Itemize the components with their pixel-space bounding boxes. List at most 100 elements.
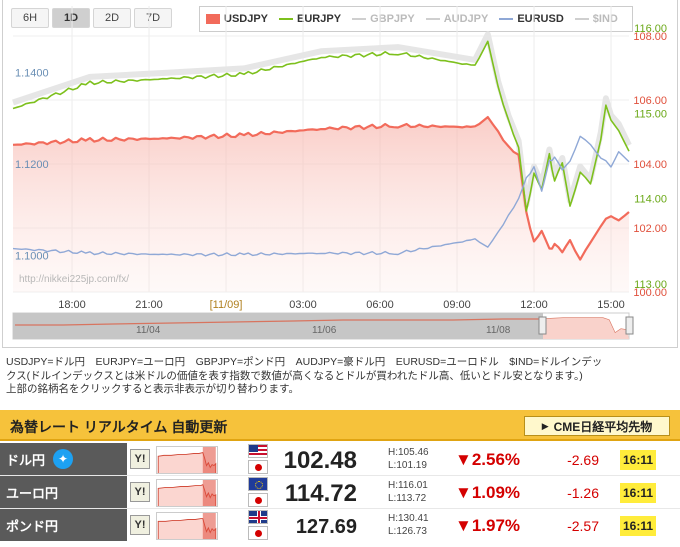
play-arrow-icon: ▶ — [541, 420, 549, 431]
legend-item-audjpy[interactable]: AUDJPY — [425, 13, 489, 25]
sparkline-gbpjpy[interactable] — [156, 512, 218, 540]
pair-name-gbpjpy[interactable]: ポンド円 — [0, 509, 127, 541]
left-axis-labels: 1.1400 1.1200 1.1000 — [15, 68, 49, 263]
legend-item-eurjpy[interactable]: EURJPY — [279, 13, 341, 25]
usdjpy-axis-tick-label: 100.00 — [633, 287, 667, 299]
rate-row-gbpjpy: ポンド円 Y! 127.69 H:130.41 L:126.73 ▼1.97% -… — [0, 509, 680, 542]
eu-flag-icon — [248, 477, 268, 491]
description-line: 上部の銘柄名をクリックすると表示非表示が切り替わります。 — [6, 383, 299, 396]
legend-label: $IND — [592, 13, 618, 25]
yahoo-link-button[interactable]: Y! — [130, 515, 150, 535]
legend-item-ind[interactable]: $IND — [574, 13, 618, 25]
navigator-handle-right[interactable] — [625, 316, 634, 335]
legend-item-usdjpy[interactable]: USDJPY — [206, 13, 268, 25]
rate-high: H:130.41 — [388, 513, 429, 524]
jp-flag-sun — [255, 530, 262, 537]
rate-change: -2.69 — [567, 452, 599, 468]
rate-time: 16:11 — [620, 483, 656, 503]
rate-change: -1.26 — [567, 485, 599, 501]
range-button-1d[interactable]: 1D — [52, 8, 90, 28]
yahoo-link-button[interactable]: Y! — [130, 449, 150, 469]
rate-change-percent: ▼1.97% — [455, 516, 521, 535]
navigator-label: 11/08 — [486, 325, 511, 336]
usdjpy-line — [12, 115, 630, 261]
cme-button-label: CME日経平均先物 — [553, 419, 653, 434]
rate-high-low: H:105.46 L:101.19 — [388, 446, 429, 472]
left-axis-tick-label: 1.1000 — [15, 250, 49, 262]
left-axis-tick-label: 1.1200 — [15, 159, 49, 171]
x-axis-tick-label: 12:00 — [520, 299, 548, 311]
range-button-2d[interactable]: 2D — [93, 8, 131, 28]
us-flag-icon — [248, 444, 268, 458]
chart-legend: USDJPY EURJPY GBPJPY AUDJPY EURUSD $IND — [199, 6, 633, 32]
legend-item-eurusd[interactable]: EURUSD — [499, 13, 564, 25]
sparkline-usdjpy[interactable] — [156, 446, 218, 474]
uk-flag-red-v — [258, 511, 260, 523]
rate-high-low: H:130.41 L:126.73 — [388, 512, 429, 538]
rate-row-eurjpy: ユーロ円 Y! 114.72 H:116.01 L:113.72 ▼1.09% -… — [0, 476, 680, 509]
usdjpy-axis-tick-label: 102.00 — [633, 223, 667, 235]
jp-flag-icon — [248, 460, 268, 474]
navigator-unselected-range — [13, 313, 543, 339]
x-axis-tick-label: 09:00 — [443, 299, 471, 311]
legend-label: GBPJPY — [370, 13, 415, 25]
rate-price: 114.72 — [284, 480, 357, 507]
pair-name-eurjpy[interactable]: ユーロ円 — [0, 476, 127, 508]
line-chart: http://nikkei225jp.com/fx/ 18:00 21:00 [11… — [12, 6, 667, 340]
x-axis-tick-label: 18:00 — [58, 299, 86, 311]
rate-time: 16:11 — [620, 516, 656, 536]
pair-name-usdjpy[interactable]: ドル円 ✦ — [0, 443, 127, 475]
eurjpy-axis-tick-label: 114.00 — [634, 194, 667, 206]
jp-flag-icon — [248, 493, 268, 507]
eu-flag-stars — [255, 481, 263, 489]
uk-flag-icon — [248, 510, 268, 524]
x-axis-tick-label: 21:00 — [135, 299, 163, 311]
cme-nikkei-futures-button[interactable]: ▶ CME日経平均先物 — [524, 416, 670, 436]
legend-label: USDJPY — [224, 13, 269, 25]
rate-low: L:126.73 — [388, 526, 427, 537]
rate-low: L:113.72 — [388, 493, 427, 504]
x-axis-tick-label: 03:00 — [289, 299, 317, 311]
eurjpy-axis-tick-label: 116.00 — [634, 23, 667, 35]
navigator-handle-left[interactable] — [538, 316, 547, 335]
usdjpy-axis-tick-label: 104.00 — [633, 159, 667, 171]
legend-label: EURUSD — [517, 13, 564, 25]
legend-swatch — [279, 18, 294, 20]
rate-high: H:116.01 — [388, 480, 428, 491]
x-axis-labels: 18:00 21:00 [11/09] 03:00 06:00 09:00 12:00 15:… — [58, 299, 625, 311]
description-line: クス(ドルインデックスとは米ドルの価値を表す指数で数値が高くなるとドルが買われた… — [6, 369, 583, 382]
legend-label: AUDJPY — [443, 13, 489, 25]
usdjpy-area — [13, 117, 629, 292]
rate-high-low: H:116.01 L:113.72 — [388, 479, 428, 505]
rate-row-usdjpy: ドル円 ✦ Y! 102.48 H:105.46 L:101.19 ▼2.56% -… — [0, 443, 680, 476]
legend-swatch — [206, 14, 220, 24]
rate-low: L:101.19 — [388, 460, 427, 471]
sparkline-eurjpy[interactable] — [156, 479, 218, 507]
legend-swatch — [574, 18, 589, 20]
left-axis-tick-label: 1.1400 — [15, 68, 49, 80]
twitter-bird-icon[interactable]: ✦ — [53, 449, 74, 469]
rate-price: 127.69 — [295, 516, 357, 538]
eurjpy-axis-tick-label: 115.00 — [634, 108, 667, 120]
yahoo-link-button[interactable]: Y! — [130, 482, 150, 502]
eurjpy-line — [12, 40, 630, 212]
navigator-label: 11/04 — [136, 325, 161, 336]
range-navigator[interactable]: 11/04 11/06 11/08 — [12, 312, 634, 340]
legend-swatch — [352, 18, 367, 20]
flag-pair-eurjpy — [248, 477, 268, 507]
rate-price: 102.48 — [283, 447, 357, 474]
legend-item-gbpjpy[interactable]: GBPJPY — [352, 13, 415, 25]
range-button-6h[interactable]: 6H — [11, 8, 49, 28]
chart-series — [12, 40, 630, 292]
chart-description: USDJPY=ドル円 EURJPY=ユーロ円 GBPJPY=ポンド円 AUDJP… — [6, 356, 676, 397]
sparkline-highlight — [202, 447, 216, 473]
navigator-selected-fill — [543, 318, 629, 339]
jp-flag-sun — [255, 464, 262, 471]
x-axis-tick-label: [11/09] — [210, 299, 243, 311]
navigator-series-line — [15, 317, 628, 334]
legend-swatch — [425, 18, 440, 20]
flag-pair-gbpjpy — [248, 510, 268, 540]
navigator-label: 11/06 — [312, 325, 337, 336]
rate-change-percent: ▼1.09% — [455, 483, 521, 502]
